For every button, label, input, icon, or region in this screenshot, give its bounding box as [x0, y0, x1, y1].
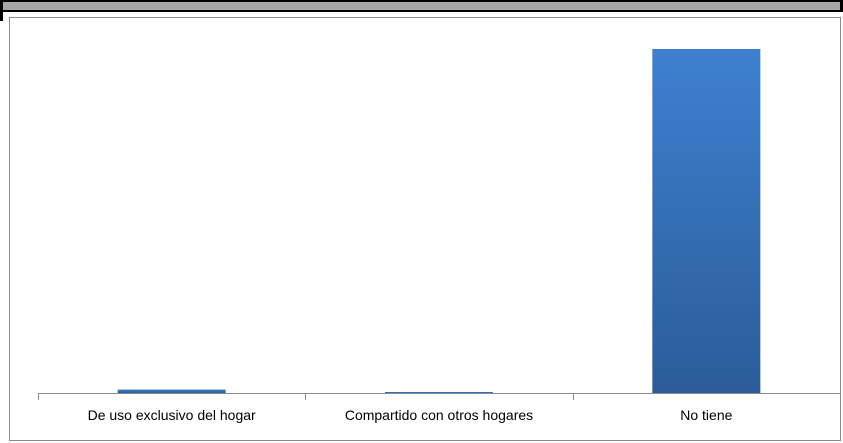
x-axis [38, 393, 840, 400]
x-tick-label-2: Compartido con otros hogares [345, 407, 533, 423]
window-left-edge [0, 12, 3, 21]
bars-layer [117, 49, 761, 393]
x-tick-label-3: No tiene [680, 407, 732, 423]
x-tick-label-1: De uso exclusivo del hogar [88, 407, 256, 423]
bar-3 [652, 49, 761, 393]
bar-chart: De uso exclusivo del hogar Compartido con… [38, 49, 840, 423]
window-top-bar [0, 0, 843, 12]
bar-2 [385, 392, 493, 393]
bar-1 [117, 389, 226, 393]
x-axis-labels: De uso exclusivo del hogar Compartido con… [88, 407, 733, 423]
chart-frame: De uso exclusivo del hogar Compartido con… [9, 17, 841, 441]
